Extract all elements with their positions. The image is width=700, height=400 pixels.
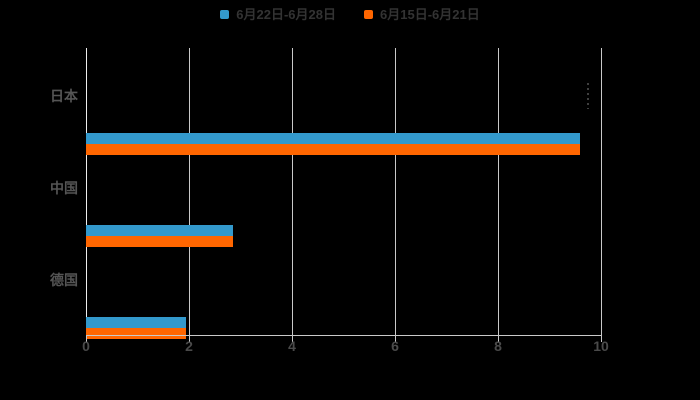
axis-tick bbox=[292, 336, 293, 342]
y-axis-line bbox=[86, 48, 87, 335]
bar-日本-series1[interactable] bbox=[86, 143, 581, 155]
bar-德国-series1[interactable] bbox=[86, 327, 187, 339]
legend-swatch-icon bbox=[364, 9, 373, 19]
axis-tick bbox=[395, 336, 396, 342]
bar-中国-series0[interactable] bbox=[86, 224, 233, 236]
gridline bbox=[189, 48, 190, 335]
category-label: 中国 bbox=[50, 179, 78, 196]
x-axis-line bbox=[86, 335, 602, 336]
x-tick-label: 4 bbox=[288, 338, 296, 354]
axis-tick bbox=[601, 336, 602, 342]
legend-label: 6月15日-6月21日 bbox=[380, 6, 480, 22]
x-tick-label: 6 bbox=[391, 338, 399, 354]
gridline bbox=[601, 48, 602, 335]
plot-area bbox=[86, 48, 602, 339]
legend-item-1[interactable]: 6月15日-6月21日 bbox=[364, 8, 480, 21]
bar-日本-series0[interactable] bbox=[86, 132, 581, 144]
legend-swatch-icon bbox=[220, 9, 230, 19]
legend-label: 6月22日-6月28日 bbox=[236, 6, 336, 22]
x-tick-label: 0 bbox=[82, 338, 90, 354]
bar-中国-series1[interactable] bbox=[86, 235, 233, 247]
gridline bbox=[498, 48, 499, 335]
axis-tick bbox=[86, 336, 87, 342]
bar-德国-series0[interactable] bbox=[86, 316, 187, 328]
x-tick-label: 10 bbox=[593, 338, 609, 354]
x-tick-label: 8 bbox=[494, 338, 502, 354]
category-label: 德国 bbox=[50, 271, 78, 288]
dotted-marker bbox=[586, 82, 589, 109]
category-label: 日本 bbox=[50, 87, 78, 104]
legend-item-0[interactable]: 6月22日-6月28日 bbox=[220, 8, 336, 21]
legend: 6月22日-6月28日 6月15日-6月21日 bbox=[0, 4, 700, 24]
gridline bbox=[292, 48, 293, 335]
gridline bbox=[395, 48, 396, 335]
x-tick-label: 2 bbox=[185, 338, 193, 354]
axis-tick bbox=[498, 336, 499, 342]
axis-tick bbox=[189, 336, 190, 342]
